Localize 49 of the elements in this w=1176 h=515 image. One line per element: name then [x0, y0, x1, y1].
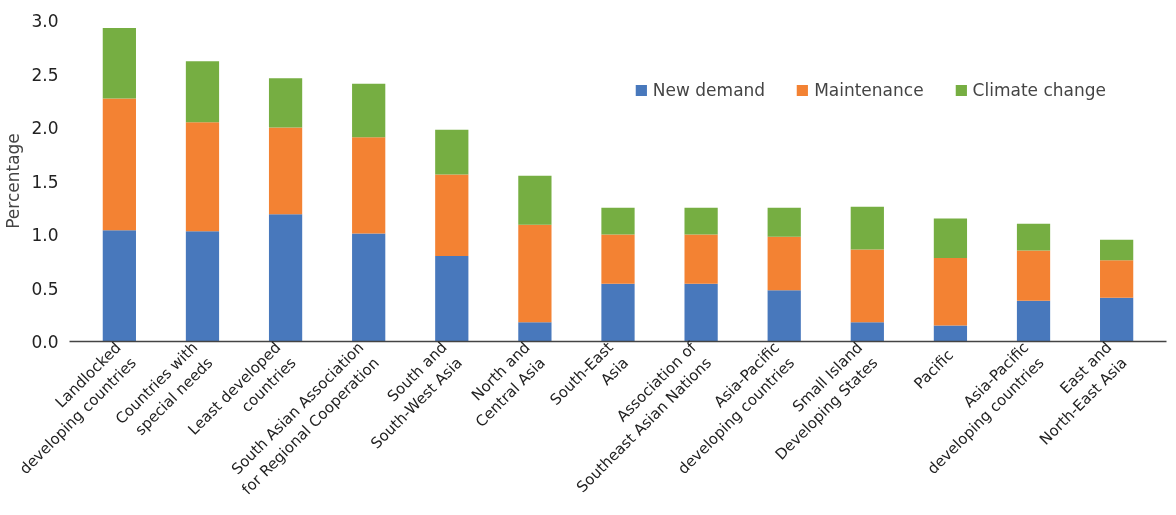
bar [933, 218, 968, 259]
bar [684, 283, 718, 342]
bar [185, 231, 220, 342]
bar [684, 207, 718, 235]
bar [601, 283, 635, 342]
bar [1100, 260, 1134, 298]
bar [850, 322, 884, 342]
bar [850, 206, 884, 250]
bar [435, 174, 469, 256]
bar [933, 325, 968, 342]
bar [1100, 297, 1134, 342]
bar [767, 290, 801, 342]
legend-label: New demand [652, 80, 766, 100]
bar [268, 78, 303, 128]
bar [102, 27, 136, 99]
bar [268, 214, 303, 342]
legend-label: Maintenance [814, 80, 924, 100]
bar [850, 249, 884, 323]
y-tick-label: 1.0 [31, 225, 59, 245]
bar [435, 255, 469, 342]
bar [518, 175, 552, 225]
bar [102, 98, 136, 231]
bar [601, 207, 635, 235]
bar [767, 207, 801, 237]
bar [268, 127, 303, 215]
bar [767, 236, 801, 291]
bar [435, 129, 469, 175]
bar [352, 137, 386, 234]
bar [518, 224, 552, 323]
bar [352, 233, 386, 342]
legend-label: Climate change [972, 80, 1106, 100]
y-tick-label: 3.0 [31, 11, 59, 31]
y-axis-title: Percentage [3, 133, 24, 229]
bar [352, 83, 386, 138]
bar [1016, 300, 1051, 342]
bar [933, 258, 968, 326]
bar [102, 230, 136, 342]
bar [601, 234, 635, 284]
bar [185, 122, 220, 232]
bar [1016, 223, 1051, 251]
bar [1016, 250, 1051, 301]
y-tick-label: 2.5 [31, 64, 59, 85]
y-tick-label: 1.5 [31, 171, 59, 192]
y-tick-label: 2.0 [31, 118, 59, 138]
bar [1100, 239, 1134, 261]
bar [518, 322, 552, 342]
y-tick-label: 0.5 [31, 278, 59, 299]
bar [684, 234, 718, 284]
bar [185, 61, 220, 123]
